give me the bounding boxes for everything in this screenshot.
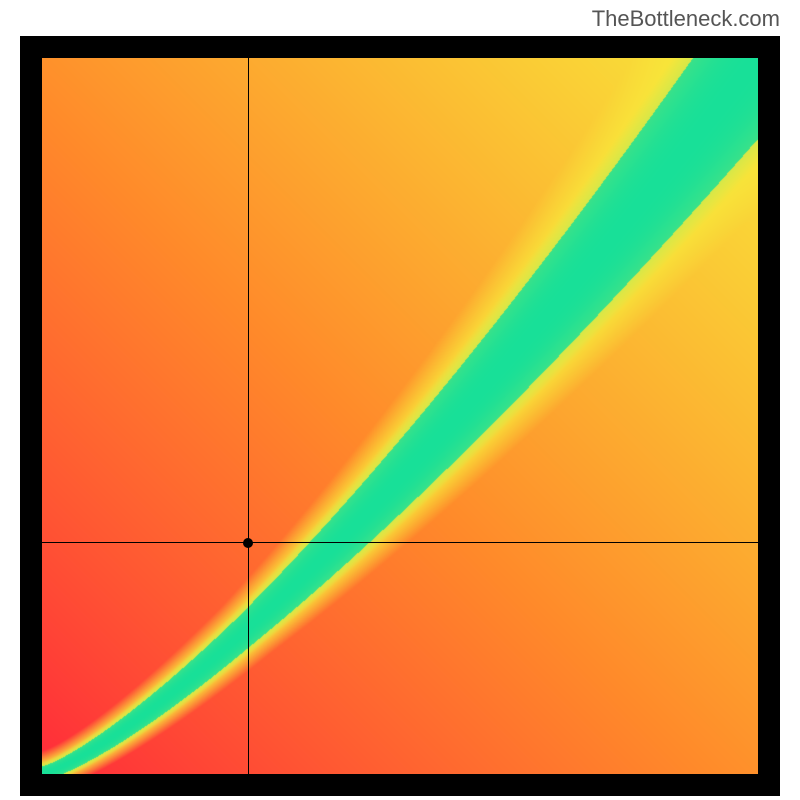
crosshair-vertical xyxy=(248,58,249,774)
chart-frame xyxy=(20,36,780,796)
plot-area xyxy=(42,58,758,774)
crosshair-horizontal xyxy=(42,542,758,543)
chart-container: TheBottleneck.com xyxy=(0,0,800,800)
heatmap-canvas xyxy=(42,58,758,774)
attribution-text: TheBottleneck.com xyxy=(592,6,780,32)
crosshair-dot xyxy=(243,538,253,548)
